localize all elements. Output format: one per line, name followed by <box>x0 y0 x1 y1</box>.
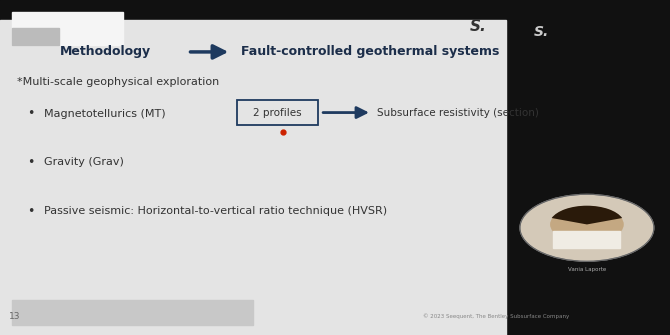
Text: Gravity (Grav): Gravity (Grav) <box>44 157 123 168</box>
Bar <box>12 12 123 45</box>
Text: Methodology: Methodology <box>60 46 151 58</box>
Text: •: • <box>27 108 34 120</box>
Circle shape <box>550 206 624 243</box>
Text: S.: S. <box>534 25 549 39</box>
Text: Fault-controlled geothermal systems: Fault-controlled geothermal systems <box>241 46 500 58</box>
Text: •: • <box>27 156 34 169</box>
Text: © 2023 Seequent, The Bentley Subsurface Company: © 2023 Seequent, The Bentley Subsurface … <box>423 314 569 319</box>
Text: Vania Laporte: Vania Laporte <box>567 267 606 272</box>
Text: 13: 13 <box>9 312 21 321</box>
Bar <box>12 28 59 45</box>
Bar <box>553 231 620 248</box>
Text: Passive seismic: Horizontal-to-vertical ratio technique (HVSR): Passive seismic: Horizontal-to-vertical … <box>44 206 387 216</box>
Text: Magnetotellurics (MT): Magnetotellurics (MT) <box>44 109 165 119</box>
Text: *Multi-scale geophysical exploration: *Multi-scale geophysical exploration <box>17 77 219 87</box>
Bar <box>0 20 506 335</box>
Wedge shape <box>551 206 622 224</box>
Text: Subsurface resistivity (section): Subsurface resistivity (section) <box>377 108 539 118</box>
Text: S.: S. <box>470 19 486 34</box>
Text: •: • <box>27 205 34 217</box>
Bar <box>12 300 253 325</box>
Bar <box>0 0 670 20</box>
Bar <box>506 20 670 335</box>
Circle shape <box>520 194 654 261</box>
Text: 2 profiles: 2 profiles <box>253 108 302 118</box>
